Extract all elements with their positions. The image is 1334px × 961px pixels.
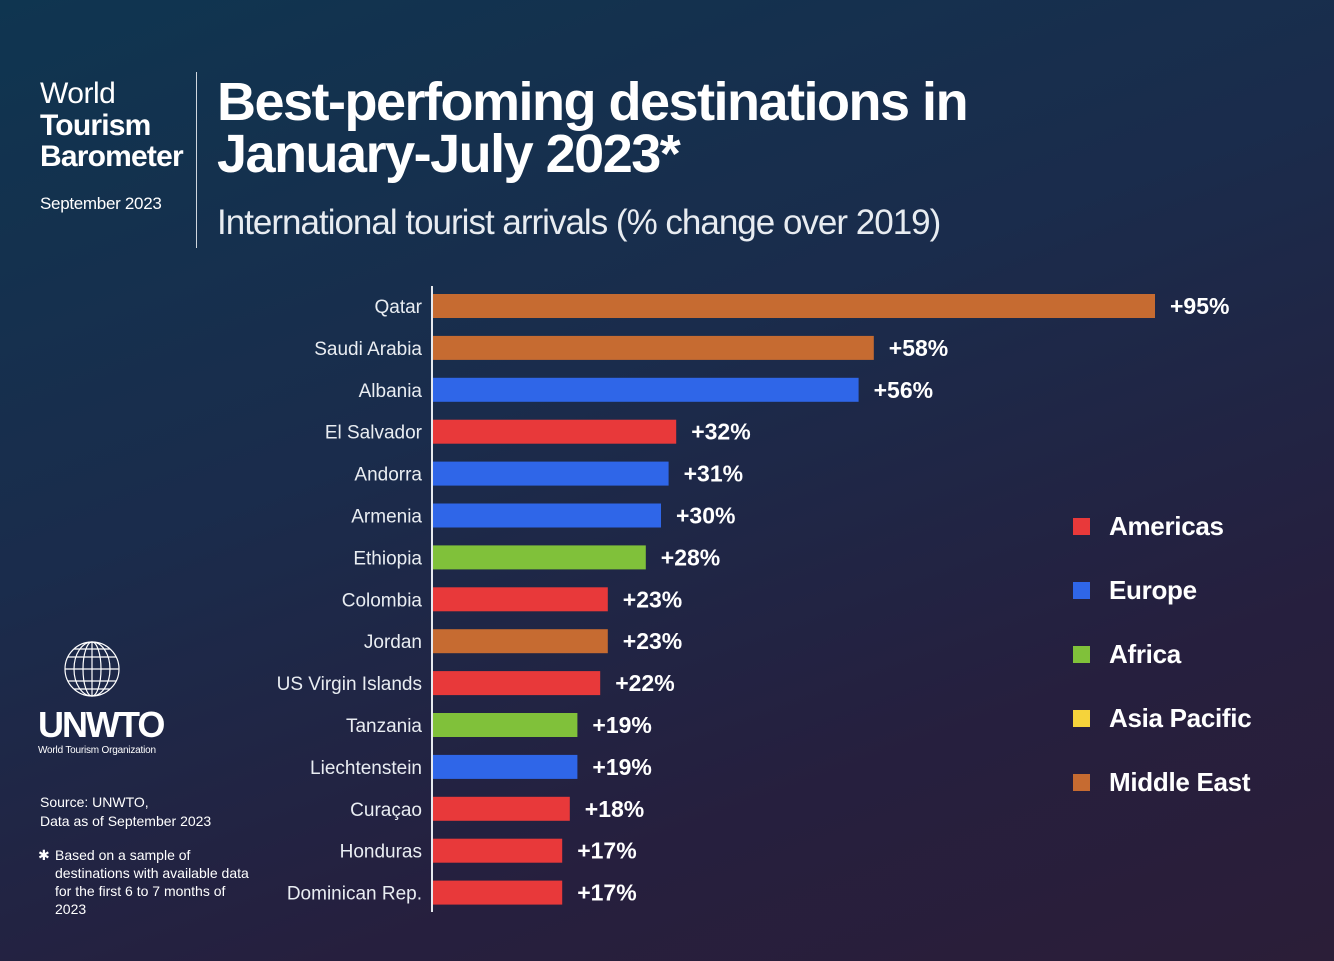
legend-item: Middle East <box>1073 750 1251 814</box>
bar <box>433 880 563 905</box>
header-divider <box>196 72 197 248</box>
brand-barometer: Barometer <box>40 140 184 173</box>
data-label: +18% <box>585 796 644 822</box>
legend-label: Africa <box>1109 638 1181 669</box>
data-label: +23% <box>623 628 682 654</box>
data-label: +95% <box>1170 293 1229 319</box>
bar <box>433 838 563 863</box>
source-note: Source: UNWTO, Data as of September 2023 <box>40 793 211 831</box>
data-label: +32% <box>691 419 750 445</box>
category-label: Honduras <box>340 842 422 863</box>
legend-label: Europe <box>1109 574 1197 605</box>
category-label: Tanzania <box>346 716 422 737</box>
category-label: US Virgin Islands <box>277 674 422 695</box>
category-label: Ethiopia <box>353 548 422 569</box>
data-label: +17% <box>577 880 636 906</box>
bar <box>433 587 608 612</box>
legend-item: Africa <box>1073 622 1251 686</box>
data-label: +19% <box>592 754 651 780</box>
brand-block: World Tourism Barometer September 2023 <box>40 77 184 214</box>
category-label: Dominican Rep. <box>287 884 422 905</box>
chart-subtitle: International tourist arrivals (% change… <box>217 203 941 242</box>
legend-label: Middle East <box>1109 766 1251 797</box>
category-label: Saudi Arabia <box>314 339 422 360</box>
source-line2: Data as of September 2023 <box>40 813 212 829</box>
brand-world: World <box>40 77 116 110</box>
legend-swatch <box>1073 645 1090 663</box>
category-label: Albania <box>359 381 423 402</box>
bar <box>433 545 646 570</box>
data-label: +22% <box>615 670 674 696</box>
legend-item: Europe <box>1073 558 1251 622</box>
y-axis-line <box>431 286 433 912</box>
data-label: +30% <box>676 503 735 529</box>
footnote-text: Based on a sample of destinations with a… <box>55 847 249 917</box>
brand-tourism: Tourism <box>40 109 151 142</box>
globe-icon <box>64 641 120 697</box>
bar <box>433 754 578 779</box>
data-label: +17% <box>577 838 636 864</box>
legend-label: Asia Pacific <box>1109 702 1252 733</box>
data-label: +31% <box>684 461 743 487</box>
data-label: +23% <box>623 586 682 612</box>
logo-subtitle: World Tourism Organization <box>38 745 156 756</box>
legend-swatch <box>1073 773 1090 791</box>
data-label: +58% <box>889 335 948 361</box>
legend-swatch <box>1073 517 1090 535</box>
category-label: Qatar <box>374 297 422 318</box>
category-label: Andorra <box>354 465 422 486</box>
bar <box>433 294 1155 318</box>
bar <box>433 377 859 402</box>
data-label: +28% <box>661 544 720 570</box>
footnote: ✱ Based on a sample of destinations with… <box>38 846 255 918</box>
category-label: Liechtenstein <box>310 758 422 779</box>
bar <box>433 796 570 821</box>
bar <box>433 671 601 696</box>
data-label: +56% <box>874 377 933 403</box>
category-label: Armenia <box>351 507 422 528</box>
category-label: Curaçao <box>350 800 422 821</box>
bar <box>433 713 578 737</box>
chart-title: Best-perfoming destinations in January-J… <box>217 72 969 184</box>
legend-label: Americas <box>1109 510 1224 541</box>
legend-item: Americas <box>1073 494 1251 558</box>
bar <box>433 335 874 360</box>
chart-title-line2: January-July 2023* <box>217 124 681 184</box>
legend: Americas Europe Africa Asia Pacific Middle E… <box>1073 494 1252 814</box>
bar <box>433 419 677 444</box>
category-label: Colombia <box>342 590 423 611</box>
legend-swatch <box>1073 581 1090 599</box>
data-label: +19% <box>592 712 651 738</box>
logo-name: UNWTO <box>38 704 165 745</box>
category-label: El Salvador <box>325 423 423 444</box>
source-line1: Source: UNWTO, <box>40 794 149 810</box>
chart-title-line1: Best-perfoming destinations in <box>217 72 969 132</box>
category-label: Jordan <box>364 632 422 653</box>
bar <box>433 503 661 528</box>
bar <box>433 461 669 486</box>
legend-item: Asia Pacific <box>1073 686 1252 750</box>
asterisk-icon: ✱ <box>38 847 50 863</box>
bar <box>433 629 608 654</box>
brand-date: September 2023 <box>40 194 162 213</box>
legend-swatch <box>1073 709 1090 727</box>
unwto-logo: UNWTO World Tourism Organization <box>38 640 165 756</box>
